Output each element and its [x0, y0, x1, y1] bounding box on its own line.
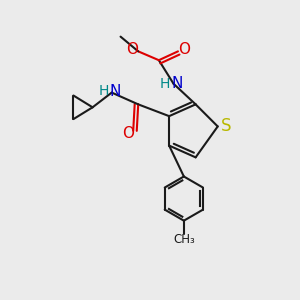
Text: N: N: [110, 84, 121, 99]
Text: O: O: [178, 42, 190, 57]
Text: CH₃: CH₃: [173, 233, 195, 246]
Text: H: H: [98, 84, 109, 98]
Text: O: O: [126, 42, 138, 57]
Text: H: H: [160, 77, 170, 91]
Text: N: N: [171, 76, 183, 91]
Text: S: S: [221, 117, 231, 135]
Text: O: O: [122, 126, 134, 141]
